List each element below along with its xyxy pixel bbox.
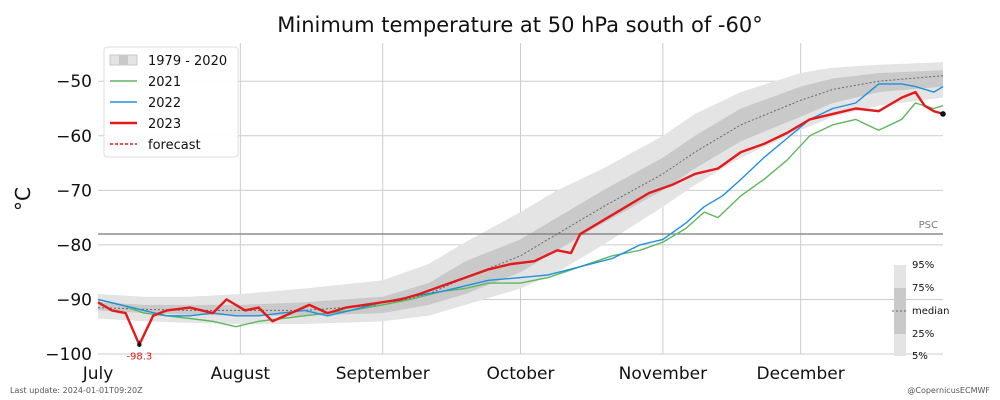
x-tick-label: November — [619, 364, 707, 384]
x-tick-label: December — [757, 364, 845, 384]
legend-label: 2023 — [148, 117, 181, 132]
legend-label: 1979 - 2020 — [148, 54, 227, 69]
legend-box — [103, 46, 239, 158]
y-tick-label: −70 — [56, 181, 92, 201]
percentile-label: 95% — [912, 260, 934, 271]
series-2023-endpoint — [940, 111, 946, 117]
x-tick-label: July — [82, 364, 114, 384]
legend-swatch-climatology-inner — [119, 55, 128, 65]
copyright-credit: @CopernicusECMWF — [907, 386, 990, 395]
y-tick-label: −50 — [56, 72, 92, 92]
legend-label: forecast — [148, 138, 201, 153]
y-tick-label: −60 — [56, 127, 92, 147]
min-marker — [137, 342, 142, 347]
y-tick-label: −100 — [45, 345, 92, 365]
min-value-label: -98.3 — [126, 352, 152, 363]
percentile-label: median — [912, 306, 950, 317]
last-update-text: Last update: 2024-01-01T09:20Z — [10, 386, 143, 395]
percentile-label: 25% — [912, 329, 934, 340]
legend: 1979 - 2020 2021 2022 2023 forecast — [103, 46, 239, 158]
legend-label: 2021 — [148, 75, 181, 90]
y-tick-label: −90 — [56, 290, 92, 310]
y-axis-label: °C — [11, 187, 35, 211]
percentile-label: 5% — [912, 351, 928, 362]
psc-label: PSC — [919, 220, 938, 231]
climatology-25-75-band — [98, 70, 943, 316]
climatology-median-line — [97, 75, 944, 311]
plot-area: PSC -98.3 −100 −90 −80 −70 −60 −50 July August Sep… — [45, 43, 946, 384]
chart-title: Minimum temperature at 50 hPa south of -… — [277, 13, 762, 37]
series-line-2023 — [97, 90, 944, 346]
series-line-2021 — [97, 102, 944, 328]
y-tick-label: −80 — [56, 236, 92, 256]
x-tick-label: September — [336, 364, 430, 384]
x-tick-label: October — [486, 364, 554, 384]
series-line-2022 — [97, 83, 944, 317]
x-tick-label: August — [211, 364, 271, 384]
percentile-legend: 95% 75% median 25% 5% — [892, 260, 950, 362]
legend-label: 2022 — [148, 96, 181, 111]
percentile-label: 75% — [912, 283, 934, 294]
